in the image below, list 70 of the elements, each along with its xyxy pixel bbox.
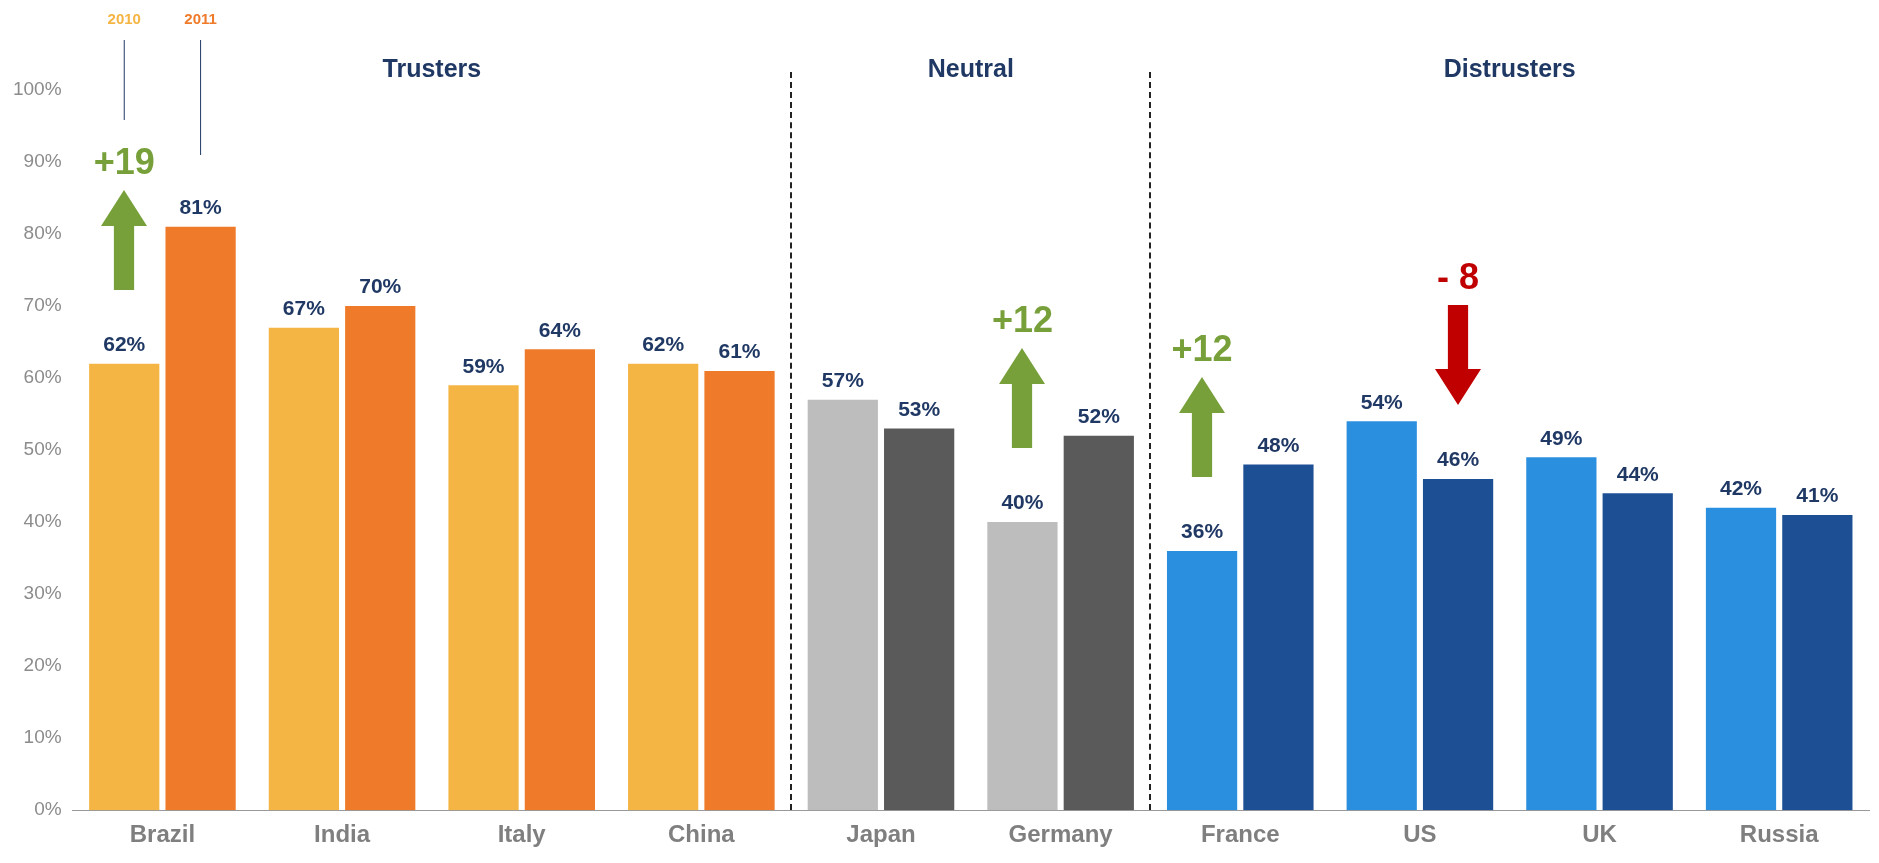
data-label: 53% (898, 396, 941, 420)
y-tick-label: 90% (23, 150, 62, 172)
y-tick-label: 20% (23, 654, 62, 676)
bar (1526, 457, 1597, 811)
text: Distrusters (1443, 53, 1576, 82)
bar (1422, 478, 1494, 811)
data-label: 64% (538, 317, 582, 341)
data-label: 42% (1719, 476, 1763, 500)
bar (89, 363, 160, 811)
x-tick-label: Japan (846, 820, 916, 848)
data-label: 59% (462, 353, 505, 377)
bar (524, 349, 595, 811)
x-tick-label: Russia (1739, 820, 1820, 848)
bar (345, 306, 416, 811)
text: Neutral (927, 53, 1014, 82)
x-tick-label: UK (1582, 820, 1618, 848)
x-tick-label: Germany (1008, 820, 1114, 848)
y-tick-label: 80% (23, 222, 62, 244)
bar (884, 428, 955, 811)
data-label: 54% (1360, 389, 1404, 413)
bar (1063, 435, 1134, 811)
x-tick-label: Italy (497, 820, 547, 848)
y-tick-label: 10% (23, 726, 62, 748)
annotation: +12 (1171, 327, 1233, 369)
y-tick-label: 50% (23, 438, 62, 460)
data-label: 61% (718, 339, 761, 363)
bar (704, 370, 775, 811)
bar (628, 363, 699, 811)
bar (1166, 550, 1238, 811)
data-label: 57% (821, 367, 865, 391)
data-label: 70% (359, 274, 402, 298)
x-tick-label: US (1403, 820, 1437, 848)
y-tick-label: 40% (23, 510, 62, 532)
x-tick-label: India (314, 820, 371, 848)
y-tick-label: 30% (23, 582, 62, 604)
bar (1243, 464, 1314, 811)
data-label: 49% (1540, 425, 1583, 449)
y-tick-label: 0% (34, 798, 62, 820)
data-label: 46% (1437, 447, 1480, 471)
bar (1782, 514, 1853, 811)
y-tick-label: 70% (23, 294, 62, 316)
bar (448, 385, 519, 811)
bar (268, 327, 339, 811)
data-label: 40% (1001, 490, 1044, 514)
text: Trusters (382, 53, 482, 82)
annotation: +19 (93, 140, 155, 182)
annotation: +12 (991, 299, 1053, 341)
data-label: 62% (642, 331, 685, 355)
y-tick-label: 100% (12, 78, 62, 100)
bar (987, 522, 1058, 811)
bar (1705, 507, 1777, 811)
data-label: 44% (1616, 461, 1660, 485)
annotation: - 8 (1437, 255, 1480, 297)
bar (165, 226, 236, 811)
bar (1346, 421, 1417, 811)
x-tick-label: Brazil (129, 820, 196, 848)
text: 2010 (107, 9, 141, 27)
data-label: 41% (1796, 483, 1839, 507)
y-tick-label: 60% (23, 366, 62, 388)
data-label: 52% (1077, 403, 1121, 427)
data-label: 67% (282, 295, 326, 319)
bar (1602, 493, 1673, 811)
data-label: 36% (1181, 519, 1224, 543)
data-label: 81% (179, 195, 222, 219)
x-tick-label: China (668, 820, 736, 848)
text: 2011 (184, 9, 217, 27)
x-tick-label: France (1200, 820, 1280, 848)
bar (807, 399, 878, 811)
data-label: 48% (1257, 432, 1300, 456)
data-label: 62% (103, 331, 146, 355)
